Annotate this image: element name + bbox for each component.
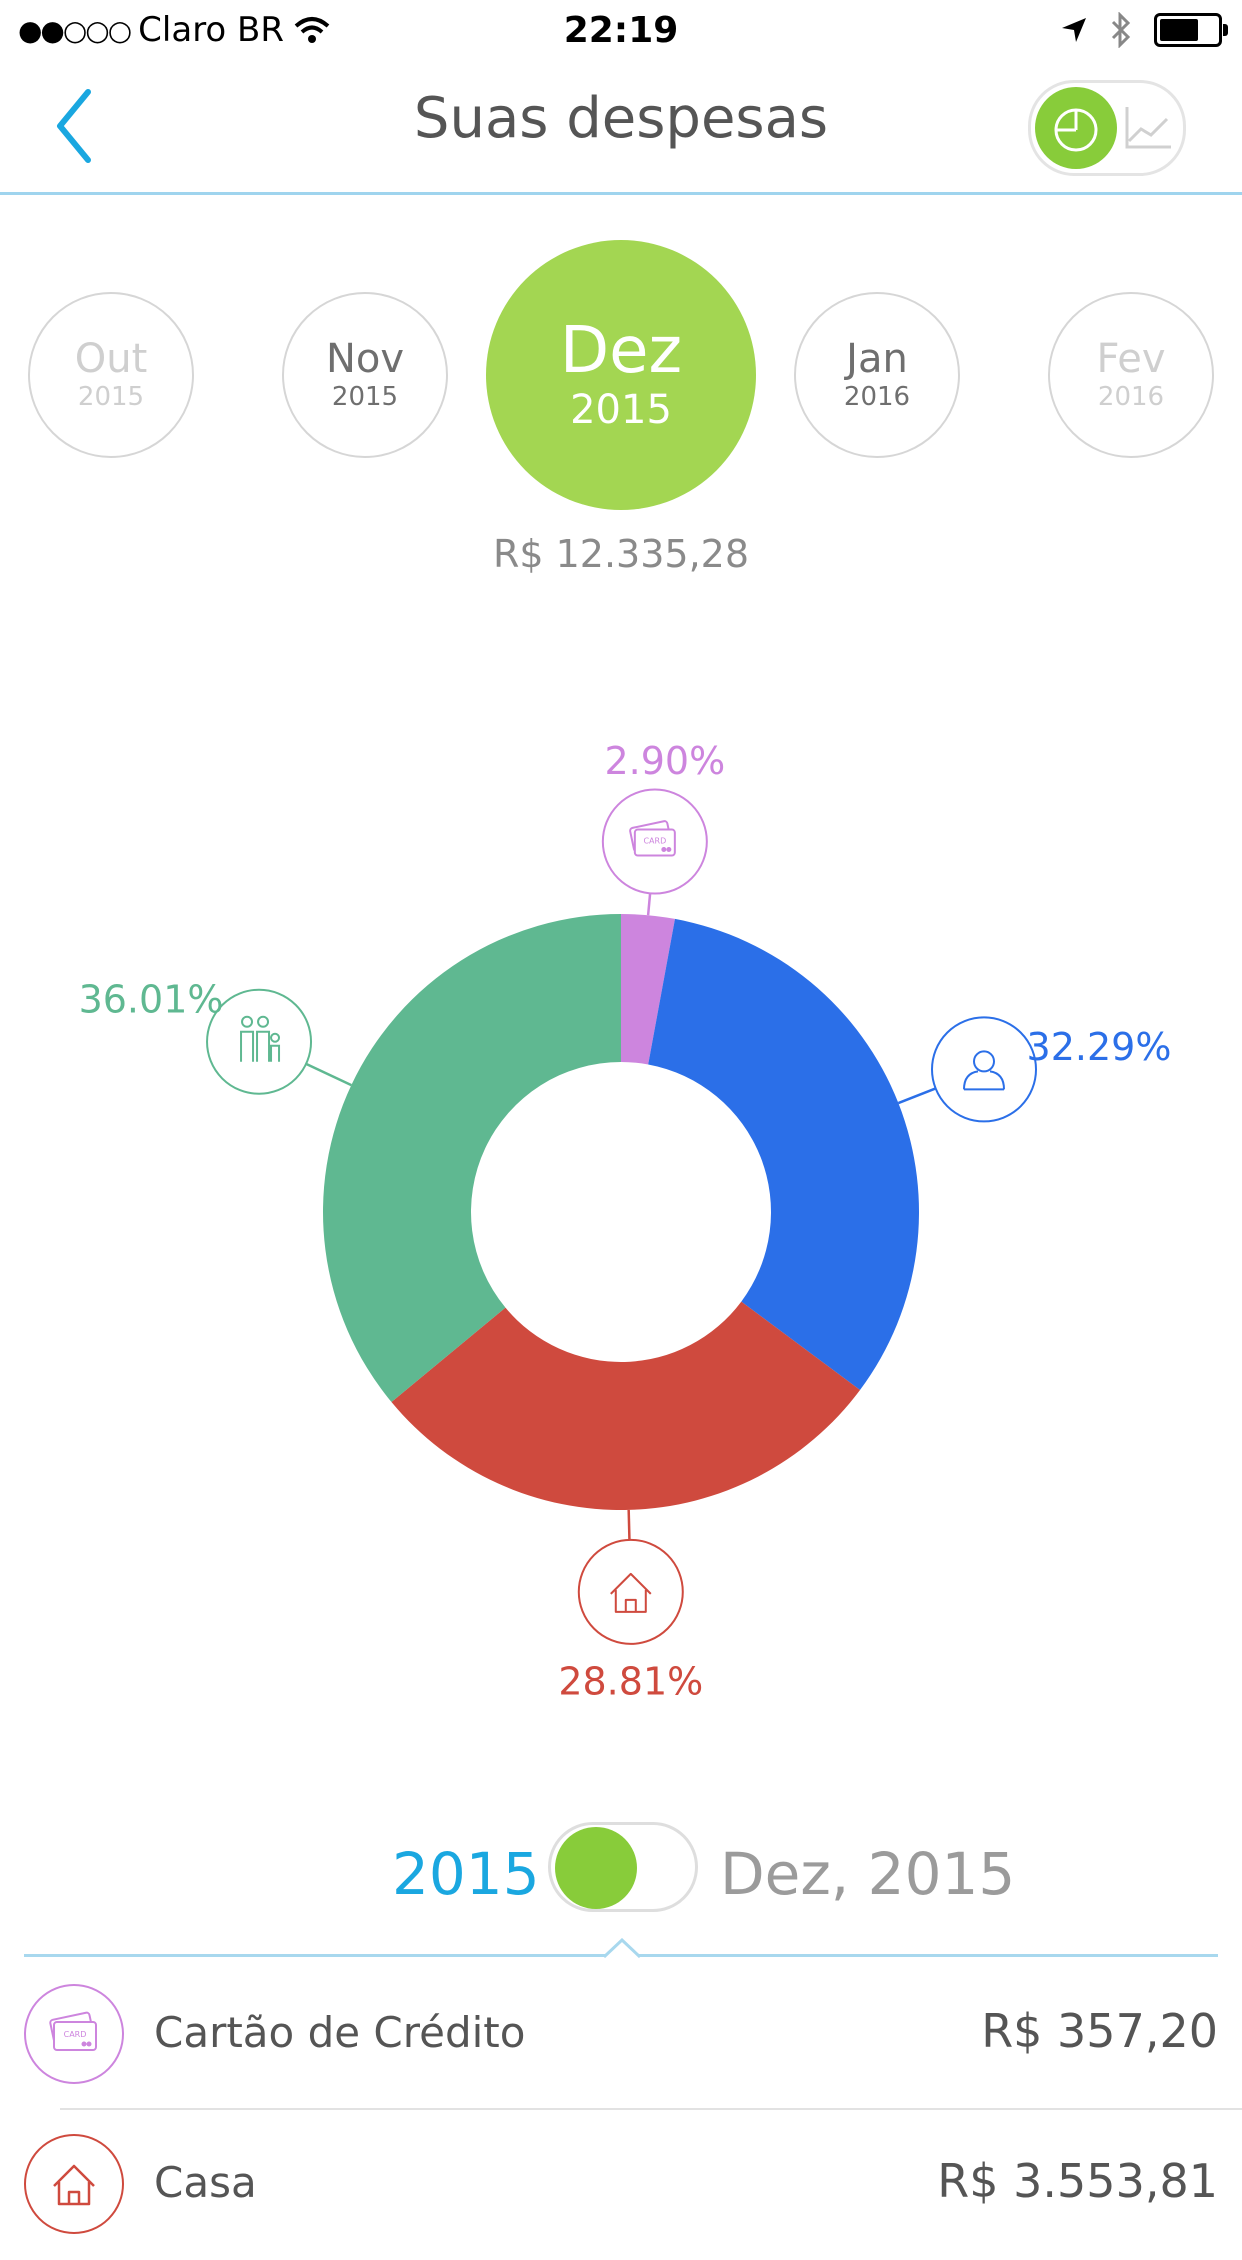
status-left: ●●○○○ Claro BR (18, 10, 332, 50)
expense-row-credit-card[interactable]: CARD Cartão de Crédito R$ 357,20 (0, 1960, 1242, 2110)
year-label: 2016 (1097, 382, 1165, 412)
line-chart-icon (1125, 107, 1171, 149)
family-icon (240, 1015, 281, 1062)
donut-slice-house[interactable] (391, 1301, 861, 1510)
battery-icon (1154, 13, 1228, 47)
bluetooth-icon (1111, 12, 1131, 48)
donut-slice-credit-card[interactable] (621, 914, 675, 1065)
callout-line (646, 893, 652, 916)
year-label: 2015 (77, 382, 145, 412)
divider-pointer-icon (604, 1938, 640, 1958)
callout-line (897, 1087, 937, 1105)
percent-label: 28.81% (558, 1659, 703, 1700)
location-arrow-icon (1062, 18, 1086, 42)
month-oct-2015[interactable]: Out 2015 (28, 292, 194, 458)
toggle-knob (555, 1827, 637, 1909)
year-label: 2016 (843, 382, 911, 412)
status-time: 22:19 (563, 10, 679, 51)
expense-value: R$ 3.553,81 (937, 2154, 1218, 2208)
period-toggle-switch[interactable] (548, 1822, 698, 1912)
donut-slice-person[interactable] (648, 918, 920, 1390)
house-icon (610, 1572, 652, 1613)
percent-label: 2.90% (604, 739, 725, 783)
month-total: R$ 12.335,28 (492, 532, 750, 576)
expense-row-house[interactable]: Casa R$ 3.553,81 (0, 2110, 1242, 2260)
expense-name: Cartão de Crédito (154, 2008, 526, 2057)
nav-bar: Suas despesas (0, 62, 1242, 195)
svg-text:CARD: CARD (64, 2030, 87, 2039)
period-selector: 2015 Dez, 2015 (0, 1810, 1242, 1930)
month-label: Nov (325, 336, 405, 382)
month-label: Fev (1096, 336, 1166, 382)
month-label: Jan (846, 336, 908, 382)
month-dec-2015-selected[interactable]: Dez 2015 (486, 240, 756, 510)
percent-label: 36.01% (79, 977, 224, 1021)
percent-label: 32.29% (1027, 1025, 1172, 1069)
year-label: 2015 (331, 382, 399, 412)
callout-line (627, 1509, 631, 1540)
page-title: Suas despesas (413, 86, 829, 151)
row-separator (60, 2108, 1242, 2110)
person-icon-badge[interactable] (931, 1016, 1038, 1123)
month-label: Dez (559, 314, 683, 388)
month-label: Out (74, 336, 148, 382)
credit-card-icon: CARD (629, 820, 676, 857)
back-button[interactable] (48, 84, 108, 164)
chart-view-toggle[interactable] (1028, 80, 1186, 176)
month-jan-2016[interactable]: Jan 2016 (794, 292, 960, 458)
period-month-label[interactable]: Dez, 2015 (720, 1840, 1016, 1908)
period-year-label[interactable]: 2015 (392, 1840, 540, 1908)
callout-line (305, 1062, 352, 1087)
expense-value: R$ 357,20 (981, 2004, 1218, 2058)
carrier-name: Claro BR (138, 10, 284, 50)
wifi-icon (294, 17, 330, 43)
pie-chart-icon (1035, 87, 1117, 169)
family-icon-badge[interactable] (206, 988, 313, 1095)
expense-name: Casa (154, 2158, 257, 2207)
expenses-donut-chart: CARD 2.90% 32.29% 28.81% 36.01% (79, 739, 1172, 1700)
signal-strength-icon: ●●○○○ (18, 13, 132, 47)
status-right (1060, 12, 1228, 48)
svg-text:CARD: CARD (643, 837, 666, 846)
status-bar: ●●○○○ Claro BR 22:19 (0, 0, 1242, 62)
chevron-left-icon (57, 89, 91, 163)
donut-slice-family[interactable] (322, 914, 621, 1403)
month-feb-2016[interactable]: Fev 2016 (1048, 292, 1214, 458)
credit-card-icon: CARD (24, 1984, 124, 2084)
house-icon (24, 2134, 124, 2234)
house-icon-badge[interactable] (577, 1538, 684, 1645)
year-label: 2015 (570, 387, 672, 433)
month-nov-2015[interactable]: Nov 2015 (282, 292, 448, 458)
person-icon (963, 1050, 1006, 1091)
